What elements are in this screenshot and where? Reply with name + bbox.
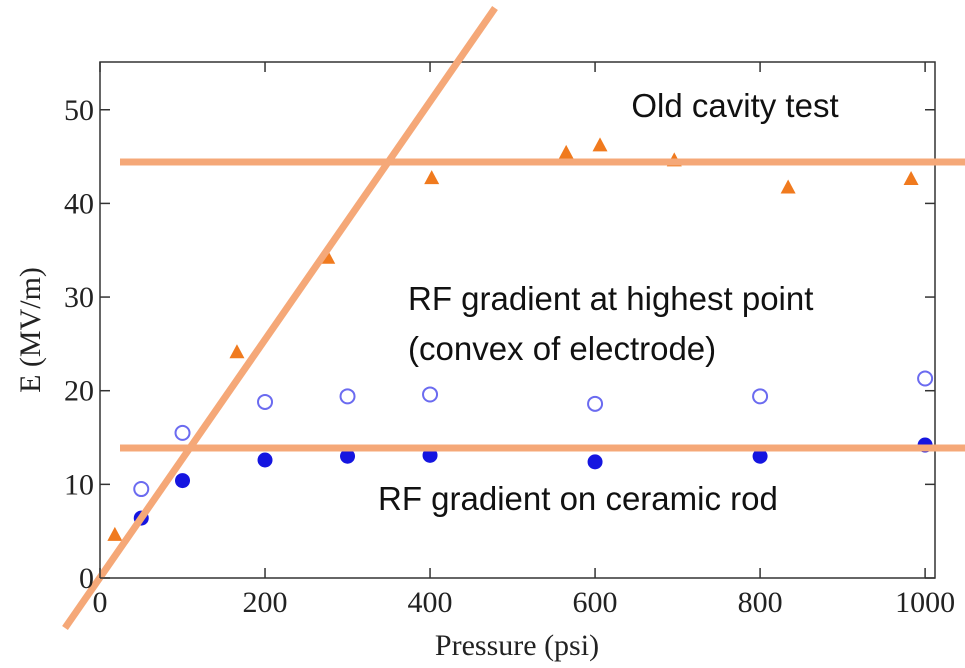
y-tick-label: 40 (64, 187, 94, 220)
triangle-point (592, 137, 608, 152)
annotation: RF gradient at highest point (408, 280, 813, 317)
circle-point (257, 452, 273, 468)
circle-point (175, 473, 191, 489)
x-tick-label: 600 (573, 586, 618, 619)
open-circle-point (257, 393, 274, 410)
circle-point (587, 454, 603, 470)
y-axis-label: E (MV/m) (14, 267, 47, 393)
triangle-point (107, 526, 123, 541)
reference-line (62, 6, 498, 630)
circle-point (340, 448, 356, 464)
open-circle-point (752, 388, 769, 405)
y-tick-label: 0 (79, 562, 94, 595)
annotation: Old cavity test (631, 87, 838, 124)
open-circle-point (587, 395, 604, 412)
open-circle-point (917, 370, 934, 387)
open-circle-point (133, 481, 150, 498)
x-tick-label: 400 (408, 586, 453, 619)
x-tick-label: 0 (93, 586, 108, 619)
circle-point (752, 448, 768, 464)
triangle-point (903, 171, 919, 186)
annotation: RF gradient on ceramic rod (378, 480, 778, 517)
circle-point (422, 447, 438, 463)
open-circle-point (339, 388, 356, 405)
annotation: (convex of electrode) (408, 330, 716, 367)
plot-frame (99, 61, 936, 579)
y-tick-label: 10 (64, 468, 94, 501)
y-tick-label: 30 (64, 281, 94, 314)
open-circle-point (422, 386, 439, 403)
y-tick-label: 50 (64, 94, 94, 127)
y-tick-label: 20 (64, 375, 94, 408)
triangle-point (558, 144, 574, 159)
x-tick-label: 1000 (895, 586, 955, 619)
x-axis-label: Pressure (psi) (435, 629, 599, 662)
triangle-point (780, 179, 796, 194)
open-circle-point (174, 424, 191, 441)
triangle-point (229, 344, 245, 359)
triangle-point (424, 170, 440, 185)
x-tick-label: 200 (243, 586, 288, 619)
x-tick-label: 800 (738, 586, 783, 619)
